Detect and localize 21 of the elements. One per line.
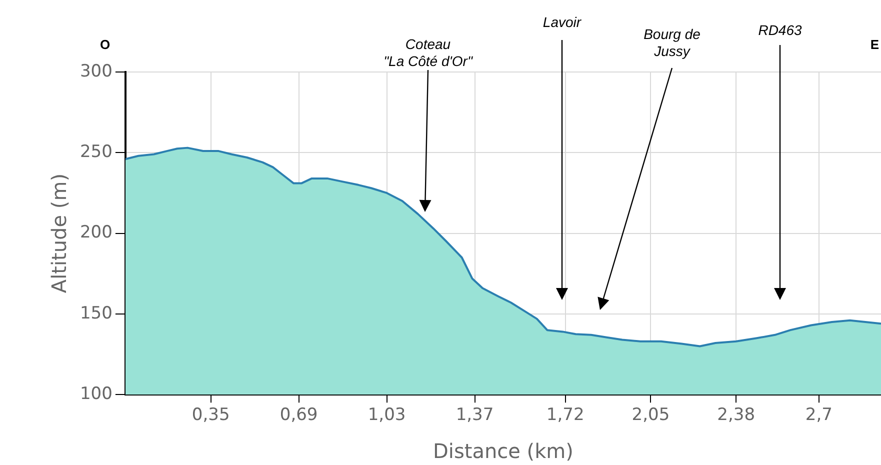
- x-tick-label: 1,37: [456, 405, 494, 426]
- y-axis-title: Altitude (m): [47, 173, 72, 294]
- x-axis-title: Distance (km): [432, 439, 574, 464]
- y-tick-label: 200: [80, 222, 112, 243]
- y-tick-label: 100: [80, 384, 112, 404]
- text: Lavoir: [542, 14, 582, 31]
- y-tick-label: 150: [80, 303, 112, 324]
- text: Bourg de Jussy: [644, 26, 700, 60]
- text: O: [100, 37, 110, 52]
- text: RD463: [758, 22, 802, 39]
- y-tick-label: 300: [80, 61, 112, 82]
- x-tick-label: 2,38: [717, 405, 756, 426]
- x-tick-label: 2,7: [805, 405, 832, 426]
- text: E: [870, 37, 879, 52]
- x-tick-label: 0,69: [280, 405, 318, 426]
- x-tick-label: 1,72: [546, 405, 584, 426]
- text: Coteau "La Côté d'Or": [384, 36, 472, 70]
- x-tick-label: 0,35: [192, 405, 230, 426]
- x-tick-label: 2,05: [632, 405, 670, 426]
- y-tick-label: 250: [80, 142, 112, 162]
- x-tick-label: 1,03: [368, 405, 406, 426]
